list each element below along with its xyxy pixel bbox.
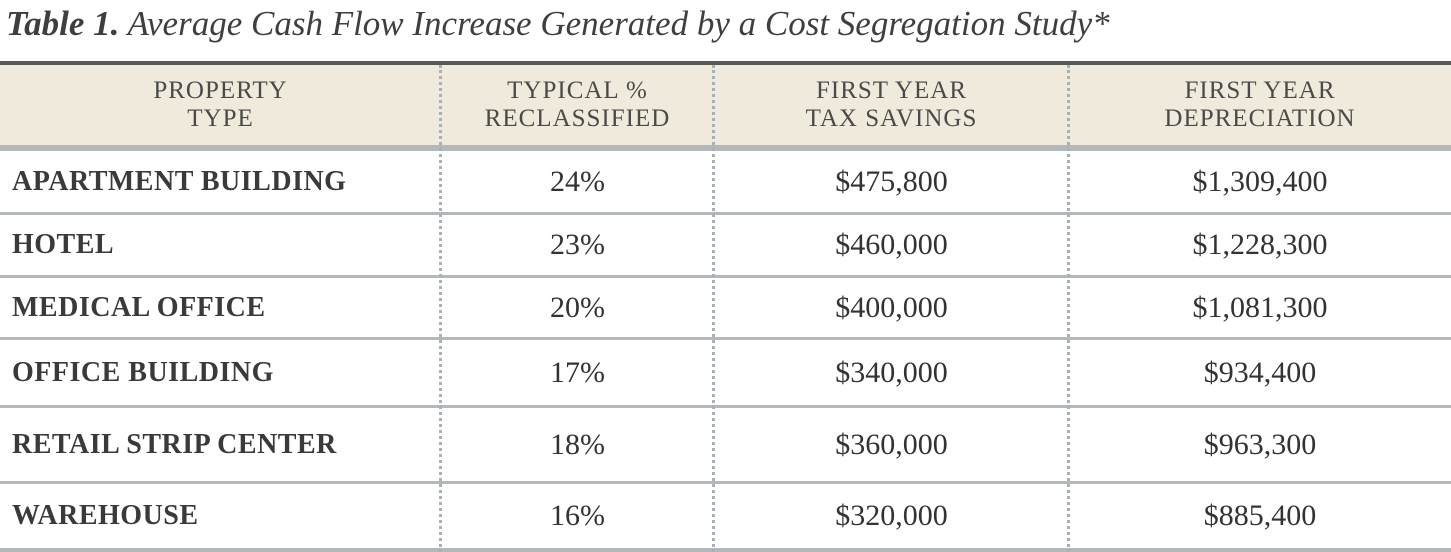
header-line: DEPRECIATION	[1164, 105, 1356, 132]
property-type-cell: OFFICE BUILDING	[12, 356, 274, 388]
table-row: OFFICE BUILDING 17% $340,000 $934,400	[0, 340, 1451, 405]
table-row: HOTEL 23% $460,000 $1,228,300	[0, 215, 1451, 275]
header-line: PROPERTY	[153, 77, 288, 104]
table-row: MEDICAL OFFICE 20% $400,000 $1,081,300	[0, 278, 1451, 337]
column-separator	[439, 65, 442, 552]
column-separator	[1067, 65, 1070, 552]
row-divider	[0, 405, 1451, 408]
tax-savings-cell: $320,000	[835, 499, 948, 532]
reclassified-cell: 18%	[550, 427, 605, 461]
row-divider	[0, 212, 1451, 215]
tax-savings-cell: $360,000	[835, 427, 948, 461]
header-line: RECLASSIFIED	[484, 105, 671, 132]
row-divider	[0, 275, 1451, 278]
header-typical-reclassified: TYPICAL % RECLASSIFIED	[441, 65, 714, 145]
depreciation-cell: $1,309,400	[1192, 164, 1328, 198]
table-row: RETAIL STRIP CENTER 18% $360,000 $963,30…	[0, 408, 1451, 481]
depreciation-cell: $1,081,300	[1192, 290, 1328, 324]
property-type-cell: HOTEL	[12, 229, 115, 260]
header-first-year-depreciation: FIRST YEAR DEPRECIATION	[1069, 65, 1451, 145]
table-header: PROPERTY TYPE TYPICAL % RECLASSIFIED FIR…	[0, 65, 1451, 145]
header-line: TYPE	[187, 105, 254, 132]
reclassified-cell: 20%	[550, 290, 605, 324]
reclassified-cell: 23%	[550, 228, 605, 261]
column-separator	[712, 65, 715, 552]
property-type-cell: MEDICAL OFFICE	[12, 291, 266, 323]
table-title: Average Cash Flow Increase Generated by …	[119, 4, 1110, 43]
property-type-cell: APARTMENT BUILDING	[12, 165, 347, 197]
table-top-rule	[0, 61, 1451, 65]
reclassified-cell: 16%	[550, 499, 605, 532]
header-line: FIRST YEAR	[815, 77, 967, 104]
cash-flow-table: PROPERTY TYPE TYPICAL % RECLASSIFIED FIR…	[0, 61, 1451, 552]
header-line: TAX SAVINGS	[805, 105, 978, 132]
row-divider	[0, 481, 1451, 484]
reclassified-cell: 17%	[550, 355, 605, 389]
header-bottom-rule	[0, 145, 1451, 151]
tax-savings-cell: $340,000	[835, 355, 948, 389]
property-type-cell: WAREHOUSE	[12, 500, 199, 531]
depreciation-cell: $934,400	[1203, 355, 1317, 389]
table-number: Table 1.	[6, 4, 120, 43]
table-row: WAREHOUSE 16% $320,000 $885,400	[0, 484, 1451, 548]
tax-savings-cell: $460,000	[835, 228, 948, 261]
tax-savings-cell: $400,000	[835, 290, 948, 324]
header-line: TYPICAL %	[507, 77, 648, 104]
depreciation-cell: $885,400	[1203, 499, 1317, 532]
table-caption: Table 1. Average Cash Flow Increase Gene…	[6, 4, 1110, 54]
property-type-cell: RETAIL STRIP CENTER	[12, 428, 337, 460]
row-divider	[0, 337, 1451, 340]
header-line: FIRST YEAR	[1184, 77, 1336, 104]
depreciation-cell: $963,300	[1203, 427, 1317, 461]
depreciation-cell: $1,228,300	[1192, 228, 1328, 261]
reclassified-cell: 24%	[550, 164, 605, 198]
table-row: APARTMENT BUILDING 24% $475,800 $1,309,4…	[0, 151, 1451, 212]
table-bottom-rule	[0, 548, 1451, 552]
header-first-year-tax-savings: FIRST YEAR TAX SAVINGS	[714, 65, 1069, 145]
tax-savings-cell: $475,800	[835, 164, 948, 198]
header-property-type: PROPERTY TYPE	[0, 65, 441, 145]
